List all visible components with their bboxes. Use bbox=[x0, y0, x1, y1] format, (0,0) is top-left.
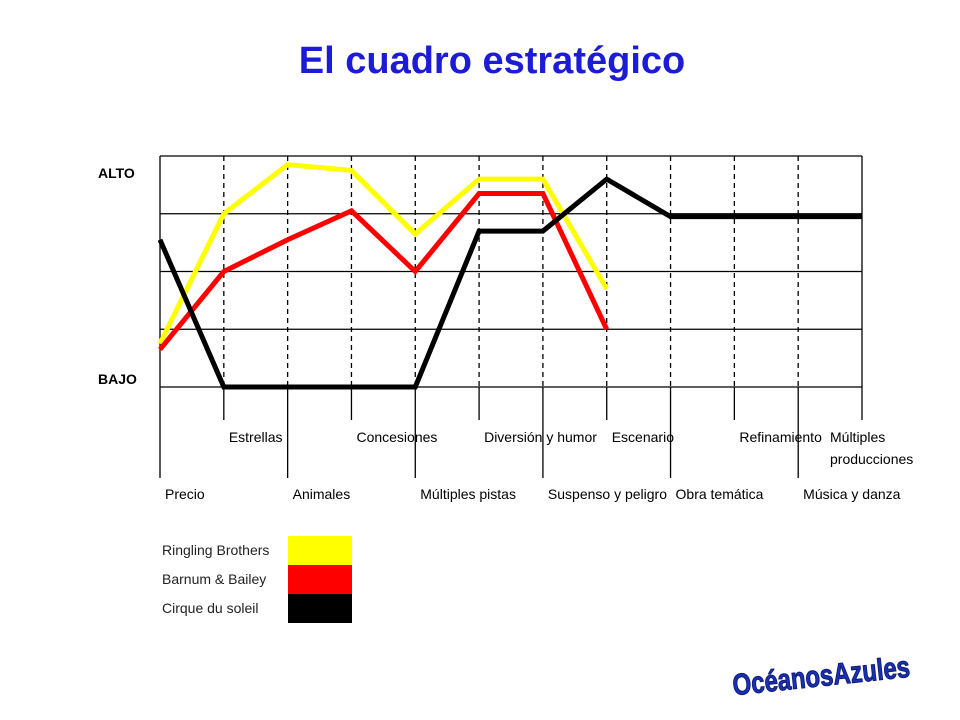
category-label: Escenario bbox=[612, 429, 674, 445]
category-label: Obra temática bbox=[676, 486, 764, 502]
category-label: Múltiples producciones bbox=[830, 429, 913, 467]
legend-item-cirque: Cirque du soleil bbox=[162, 594, 362, 623]
series-line-1 bbox=[157, 162, 609, 345]
y-label-low: BAJO bbox=[98, 371, 137, 387]
legend-swatch-yellow bbox=[288, 536, 352, 565]
category-label: Suspenso y peligro bbox=[548, 486, 667, 502]
legend-label: Ringling Brothers bbox=[162, 542, 270, 558]
y-label-high: ALTO bbox=[98, 165, 135, 181]
category-label: Música y danza bbox=[803, 486, 900, 502]
category-label: Animales bbox=[293, 486, 351, 502]
category-label: Múltiples pistas bbox=[420, 486, 516, 502]
legend-label: Cirque du soleil bbox=[162, 600, 259, 616]
legend-swatch-red bbox=[288, 565, 352, 594]
category-label: Precio bbox=[165, 486, 205, 502]
category-label: Concesiones bbox=[356, 429, 437, 445]
legend-swatch-black bbox=[288, 594, 352, 623]
category-label: Refinamiento bbox=[739, 429, 822, 445]
series-line-3 bbox=[157, 176, 862, 390]
slide-title: El cuadro estratégico bbox=[298, 40, 686, 82]
logo-text: OcéanosAzules bbox=[731, 651, 911, 700]
oceanos-azules-logo: OcéanosAzules bbox=[731, 650, 912, 700]
category-label: Estrellas bbox=[229, 429, 283, 445]
category-dividers bbox=[159, 387, 863, 478]
category-label: Diversión y humor bbox=[484, 429, 597, 445]
chart-series bbox=[157, 162, 862, 390]
category-labels: Precio Estrellas Animales Concesiones Múltip… bbox=[165, 429, 913, 502]
legend-item-barnum: Barnum & Bailey bbox=[162, 565, 362, 594]
legend-item-ringling: Ringling Brothers bbox=[162, 536, 362, 565]
legend-label: Barnum & Bailey bbox=[162, 571, 267, 587]
series-line-2 bbox=[158, 191, 609, 352]
chart-legend: Ringling Brothers Barnum & Bailey Cirque… bbox=[162, 536, 362, 623]
chart-grid bbox=[159, 155, 863, 388]
